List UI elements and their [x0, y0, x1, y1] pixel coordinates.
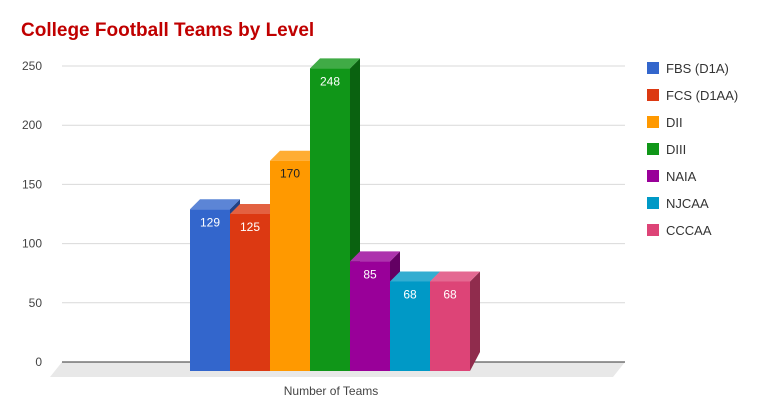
data-label: 68 — [403, 287, 417, 301]
y-tick-label: 50 — [29, 296, 43, 310]
bar-top — [430, 271, 480, 282]
bar-front — [350, 261, 390, 371]
legend-swatch — [647, 143, 659, 155]
legend-swatch — [647, 170, 659, 182]
legend-swatch — [647, 197, 659, 209]
legend-swatch — [647, 116, 659, 128]
bar-front — [310, 68, 350, 372]
bar-front — [390, 281, 430, 371]
bar-top — [230, 204, 280, 214]
legend-label: NJCAA — [666, 196, 709, 211]
data-label: 129 — [200, 215, 220, 229]
bar-top — [190, 199, 240, 210]
bar-top — [350, 251, 400, 262]
legend-label: NAIA — [666, 169, 697, 184]
chart-title: College Football Teams by Level — [21, 20, 315, 41]
data-label: 85 — [363, 267, 377, 281]
y-tick-label: 200 — [22, 118, 42, 132]
y-tick-label: 0 — [35, 355, 42, 369]
legend-swatch — [647, 62, 659, 74]
legend-label: FCS (D1AA) — [666, 88, 738, 103]
data-label: 248 — [320, 74, 340, 88]
data-label: 170 — [280, 167, 300, 181]
bar-top — [390, 271, 440, 282]
legend-swatch — [647, 89, 659, 101]
y-tick-label: 100 — [22, 237, 42, 251]
bar-front — [270, 160, 310, 371]
bar-side — [470, 271, 480, 371]
y-tick-label: 250 — [22, 59, 42, 73]
legend-label: CCCAA — [666, 223, 712, 238]
legend-label: FBS (D1A) — [666, 61, 729, 76]
bar-front — [190, 209, 230, 371]
bar-front — [430, 281, 470, 371]
data-label: 68 — [443, 287, 457, 301]
data-label: 125 — [240, 220, 260, 234]
y-tick-label: 150 — [22, 177, 42, 191]
x-axis-label: Number of Teams — [284, 384, 378, 398]
legend-label: DII — [666, 115, 683, 130]
bar-cccaa — [430, 271, 480, 371]
bar-top — [310, 58, 360, 69]
bar-top — [270, 150, 320, 161]
bar-front — [230, 214, 270, 371]
legend-label: DIII — [666, 142, 686, 157]
legend-swatch — [647, 224, 659, 236]
